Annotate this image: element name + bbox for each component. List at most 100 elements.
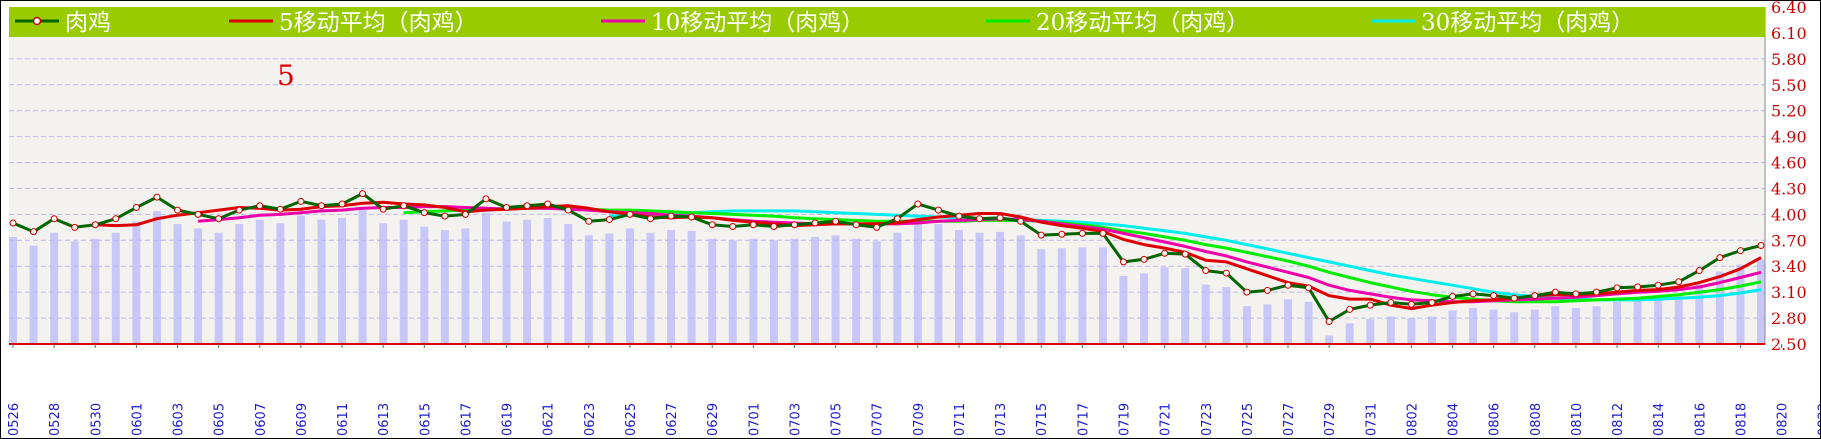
price-point <box>359 190 367 198</box>
volume-bar <box>420 226 429 344</box>
price-point <box>832 217 840 225</box>
volume-bar <box>255 219 264 344</box>
x-tick-label: 0812 <box>1611 403 1626 436</box>
price-point <box>647 215 655 223</box>
x-tick-label: 0611 <box>336 403 351 436</box>
price-point <box>153 193 161 201</box>
y-tick-label: 4.90 <box>1771 128 1807 147</box>
price-point <box>893 215 901 223</box>
volume-bar <box>1695 284 1704 344</box>
price-point <box>1058 230 1066 238</box>
price-point <box>1140 255 1148 263</box>
price-point <box>544 200 552 208</box>
price-point <box>379 205 387 213</box>
x-tick-label: 0530 <box>89 403 104 436</box>
price-point <box>1387 299 1395 307</box>
volume-bar <box>1160 267 1169 344</box>
price-point <box>1325 318 1333 326</box>
price-point <box>1531 292 1539 300</box>
price-point <box>132 203 140 211</box>
volume-bar <box>831 235 840 344</box>
price-point <box>1222 269 1230 277</box>
x-tick-label: 0609 <box>295 403 310 436</box>
price-point <box>1284 281 1292 289</box>
volume-bar <box>1037 249 1046 344</box>
x-tick-label: 0721 <box>1159 403 1174 436</box>
price-point <box>50 215 58 223</box>
volume-bar <box>152 211 161 344</box>
volume-bar <box>564 224 573 344</box>
x-tick-label: 0806 <box>1488 403 1503 436</box>
price-point <box>1346 305 1354 313</box>
volume-bar <box>584 235 593 344</box>
x-tick-label: 0709 <box>912 403 927 436</box>
volume-bar <box>317 219 326 344</box>
price-point <box>626 210 634 218</box>
y-tick-label: 3.10 <box>1771 283 1807 302</box>
volume-bar <box>1242 306 1251 344</box>
volume-bar <box>1140 273 1149 344</box>
price-point <box>667 212 675 220</box>
volume-bar <box>1304 301 1313 344</box>
volume-bar <box>235 224 244 344</box>
series-line-ma20 <box>403 206 1762 304</box>
x-tick-label: 0607 <box>254 403 269 436</box>
price-point <box>852 221 860 229</box>
price-point <box>605 216 613 224</box>
volume-bar <box>70 241 79 344</box>
price-point <box>1675 278 1683 286</box>
x-tick-label: 0603 <box>172 403 187 436</box>
volume-bar <box>625 228 634 344</box>
volume-bar <box>1592 306 1601 344</box>
x-tick-label: 0705 <box>830 403 845 436</box>
x-tick-label: 0719 <box>1117 403 1132 436</box>
y-tick-label: 4.30 <box>1771 179 1807 198</box>
volume-bar <box>605 233 614 344</box>
price-point <box>1634 283 1642 291</box>
price-point <box>934 206 942 214</box>
price-point <box>1407 300 1415 308</box>
volume-bar <box>9 237 17 344</box>
y-tick-label: 5.50 <box>1771 76 1807 95</box>
volume-bar <box>667 230 676 344</box>
x-tick-label: 0617 <box>459 403 474 436</box>
volume-bar <box>214 232 223 344</box>
volume-bar <box>173 224 182 344</box>
price-point <box>1613 284 1621 292</box>
price-point <box>811 219 819 227</box>
volume-bar <box>646 232 655 344</box>
legend-label-ma30: 30移动平均（肉鸡） <box>1421 10 1634 36</box>
price-point <box>400 202 408 210</box>
price-point <box>976 215 984 223</box>
volume-bar <box>379 223 388 344</box>
volume-bar <box>523 219 532 344</box>
volume-bar <box>1633 300 1642 344</box>
y-tick-label: 5.20 <box>1771 102 1807 121</box>
price-point <box>1202 267 1210 275</box>
price-point <box>955 212 963 220</box>
volume-bar <box>1057 248 1066 344</box>
volume-bar <box>872 241 881 344</box>
x-tick-label: 0723 <box>1200 403 1215 436</box>
volume-bar <box>1345 323 1354 344</box>
volume-bar <box>296 215 305 344</box>
x-tick-label: 0729 <box>1323 403 1338 436</box>
x-tick-label: 0615 <box>418 403 433 436</box>
x-tick-label: 0816 <box>1693 403 1708 436</box>
y-tick-label: 4.60 <box>1771 154 1807 173</box>
x-tick-label: 0619 <box>501 403 516 436</box>
price-point <box>1243 288 1251 296</box>
price-point <box>1654 281 1662 289</box>
volume-bar <box>749 238 758 344</box>
price-point <box>1510 294 1518 302</box>
price-point <box>91 221 99 229</box>
price-point <box>297 197 305 205</box>
volume-bar <box>194 228 203 344</box>
volume-bar <box>440 230 449 344</box>
x-tick-label: 0701 <box>747 403 762 436</box>
legend-label-ma10: 10移动平均（肉鸡） <box>651 10 864 36</box>
volume-bar <box>399 219 408 344</box>
legend-label-price: 肉鸡 <box>65 10 111 36</box>
